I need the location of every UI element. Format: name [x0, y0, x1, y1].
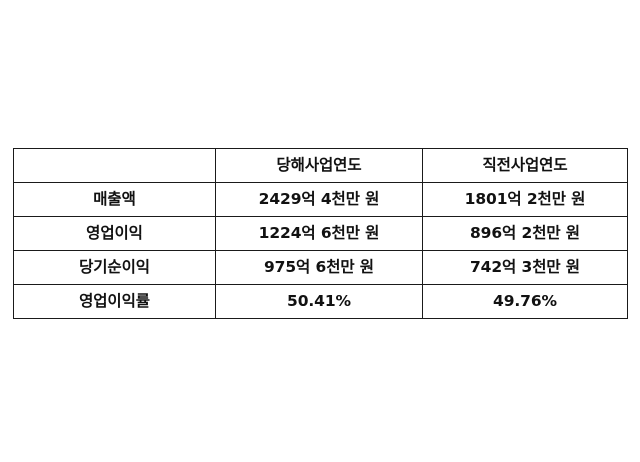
row-header-revenue: 매출액 [13, 182, 216, 217]
financial-summary-table: 당해사업연도 직전사업연도 매출액 2429억 4천만 원 1801억 2천만 … [13, 148, 628, 319]
row-header-operating-profit: 영업이익 [13, 216, 216, 251]
cell-net-income-previous: 742억 3천만 원 [422, 250, 628, 285]
cell-operating-profit-current: 1224억 6천만 원 [215, 216, 423, 251]
table-row: 매출액 2429억 4천만 원 1801억 2천만 원 [13, 182, 628, 217]
table-row: 영업이익 1224억 6천만 원 896억 2천만 원 [13, 216, 628, 251]
table-row: 당기순이익 975억 6천만 원 742억 3천만 원 [13, 250, 628, 285]
column-header-current-year: 당해사업연도 [215, 148, 423, 183]
cell-operating-margin-previous: 49.76% [422, 284, 628, 319]
cell-operating-profit-previous: 896억 2천만 원 [422, 216, 628, 251]
column-header-previous-year: 직전사업연도 [422, 148, 628, 183]
cell-revenue-current: 2429억 4천만 원 [215, 182, 423, 217]
cell-revenue-previous: 1801억 2천만 원 [422, 182, 628, 217]
table-header-row: 당해사업연도 직전사업연도 [13, 148, 628, 183]
row-header-net-income: 당기순이익 [13, 250, 216, 285]
cell-operating-margin-current: 50.41% [215, 284, 423, 319]
table-row: 영업이익률 50.41% 49.76% [13, 284, 628, 319]
table-corner-blank-cell [13, 148, 216, 183]
row-header-operating-margin: 영업이익률 [13, 284, 216, 319]
cell-net-income-current: 975억 6천만 원 [215, 250, 423, 285]
